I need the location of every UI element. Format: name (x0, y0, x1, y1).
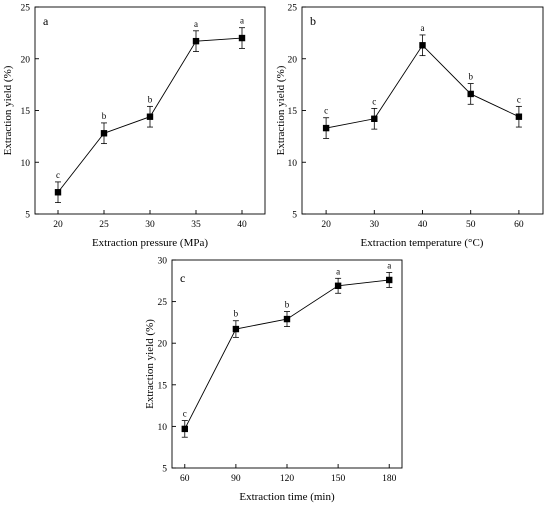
x-tick-label: 150 (331, 474, 346, 484)
chart-panel-b: b Extraction temperature (°C) Extraction… (275, 4, 544, 249)
data-point (238, 34, 246, 42)
x-tick-label: 40 (237, 220, 247, 230)
significance-label: a (387, 260, 391, 270)
x-tick-label: 25 (99, 220, 109, 230)
data-point (515, 113, 523, 120)
x-axis-title: Extraction pressure (MPa) (92, 237, 208, 249)
panel-label: a (43, 14, 49, 28)
y-tick-label: 5 (162, 465, 167, 475)
data-point (334, 282, 342, 289)
data-point (386, 276, 393, 284)
significance-label: c (183, 409, 187, 419)
significance-label: b (468, 72, 473, 82)
significance-label: c (324, 106, 328, 116)
x-axis-title: Extraction time (min) (239, 491, 335, 503)
data-point (100, 130, 108, 137)
y-tick-label: 25 (158, 298, 168, 308)
significance-label: b (102, 111, 107, 121)
data-point (419, 42, 426, 49)
x-tick-label: 90 (231, 474, 241, 484)
data-point (232, 325, 240, 333)
data-point (54, 189, 62, 196)
significance-label: a (194, 19, 198, 29)
panel-label: c (180, 271, 185, 285)
x-tick-label: 30 (145, 220, 155, 230)
data-point (146, 113, 154, 120)
y-tick-label: 30 (158, 257, 168, 267)
y-axis-title: Extraction yield (%) (275, 65, 287, 155)
significance-label: a (240, 16, 244, 26)
y-axis-title: Extraction yield (%) (144, 319, 156, 409)
x-tick-label: 50 (466, 220, 476, 230)
y-tick-label: 10 (288, 159, 298, 169)
plot-frame (171, 259, 403, 469)
data-point (467, 90, 474, 98)
y-tick-label: 20 (288, 55, 298, 65)
significance-label: b (148, 94, 153, 104)
y-axis-title: Extraction yield (%) (2, 65, 14, 155)
data-point (283, 315, 291, 323)
data-point (371, 115, 378, 122)
y-tick-label: 20 (21, 55, 31, 65)
chart-panel-c: c Extraction time (min) Extraction yield… (144, 257, 403, 503)
panel-label: b (310, 14, 316, 28)
data-point (192, 37, 200, 45)
x-tick-label: 180 (382, 474, 397, 484)
x-axis-title: Extraction temperature (°C) (361, 237, 484, 249)
y-tick-label: 25 (21, 4, 31, 14)
data-point (322, 124, 330, 132)
x-tick-label: 60 (514, 220, 524, 230)
significance-label: c (372, 96, 376, 106)
x-tick-label: 60 (180, 474, 190, 484)
y-tick-label: 10 (158, 423, 168, 433)
chart-panel-a: a Extraction pressure (MPa) Extraction y… (2, 4, 266, 249)
y-tick-label: 5 (25, 211, 30, 221)
series-line (326, 44, 520, 129)
y-tick-label: 15 (158, 381, 168, 391)
x-tick-label: 20 (53, 220, 63, 230)
significance-label: c (517, 94, 521, 104)
y-tick-label: 15 (21, 107, 31, 117)
x-tick-label: 35 (191, 220, 201, 230)
x-tick-label: 120 (280, 474, 295, 484)
y-tick-label: 10 (21, 159, 31, 169)
y-tick-label: 20 (158, 340, 168, 350)
significance-label: c (56, 170, 60, 180)
y-tick-label: 25 (288, 4, 298, 14)
y-tick-label: 15 (288, 107, 298, 117)
significance-label: a (336, 266, 340, 276)
significance-label: b (285, 300, 290, 310)
data-point (181, 425, 188, 433)
x-tick-label: 40 (418, 220, 428, 230)
significance-label: b (234, 309, 239, 319)
x-tick-label: 20 (321, 220, 331, 230)
y-tick-label: 5 (292, 211, 297, 221)
significance-label: a (421, 23, 425, 33)
x-tick-label: 30 (370, 220, 380, 230)
